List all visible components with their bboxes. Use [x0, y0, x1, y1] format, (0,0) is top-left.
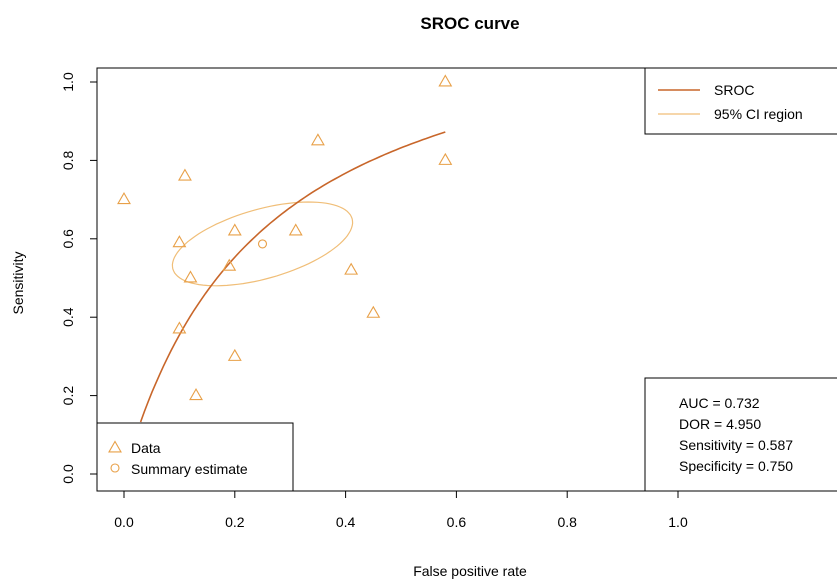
data-point [438, 152, 453, 165]
chart-title: SROC curve [420, 14, 519, 33]
y-tick-label: 0.2 [60, 386, 76, 406]
y-tick-label: 0.6 [60, 229, 76, 249]
legend-summary-circle-icon [110, 463, 120, 473]
stat-dor: DOR = 4.950 [679, 416, 761, 432]
y-tick-label: 0.4 [60, 307, 76, 327]
data-point [172, 235, 187, 248]
y-tick-label: 0.0 [60, 464, 76, 484]
stat-specificity: Specificity = 0.750 [679, 458, 793, 474]
data-point [344, 262, 359, 275]
data-point [222, 258, 237, 271]
y-tick-label: 1.0 [60, 72, 76, 92]
y-axis-label: Sensitivity [10, 251, 26, 314]
stats-box: AUC = 0.732 DOR = 4.950 Sensitivity = 0.… [644, 377, 837, 492]
data-point [227, 348, 242, 361]
data-point [438, 74, 453, 87]
summary-estimate [257, 239, 268, 249]
data-point [189, 388, 203, 401]
x-axis-label: False positive rate [413, 563, 527, 579]
legend-lines: SROC 95% CI region [644, 67, 837, 135]
stat-auc: AUC = 0.732 [679, 395, 760, 411]
x-axis: 0.0 0.2 0.4 0.6 0.8 1.0 [114, 490, 688, 530]
x-tick-label: 0.8 [557, 514, 577, 530]
stats-box-frame [644, 377, 837, 492]
data-points [117, 74, 453, 401]
y-tick-label: 0.8 [60, 150, 76, 170]
data-point [177, 168, 192, 181]
legend-points-box [96, 422, 294, 492]
x-tick-label: 0.2 [225, 514, 245, 530]
data-point [117, 192, 131, 205]
data-point [172, 321, 187, 334]
legend-points: Data Summary estimate [96, 422, 294, 492]
legend-data-triangle-icon [108, 440, 122, 453]
x-tick-label: 0.6 [447, 514, 467, 530]
ci-region-ellipse [171, 201, 354, 287]
data-point [183, 270, 198, 283]
x-tick-label: 0.4 [336, 514, 356, 530]
data-point [366, 305, 381, 318]
summary-point [257, 239, 268, 249]
x-tick-label: 0.0 [114, 514, 134, 530]
data-point [288, 223, 303, 236]
legend-summary-label: Summary estimate [131, 461, 248, 477]
data-point [310, 133, 325, 146]
data-point [227, 223, 242, 236]
legend-data-label: Data [131, 440, 161, 456]
legend-ci-label: 95% CI region [714, 106, 803, 122]
legend-lines-box [644, 67, 837, 135]
stat-sensitivity: Sensitivity = 0.587 [679, 437, 793, 453]
legend-sroc-label: SROC [714, 82, 754, 98]
y-axis: 0.0 0.2 0.4 0.6 0.8 1.0 [60, 72, 98, 484]
sroc-curve [139, 131, 446, 423]
x-tick-label: 1.0 [668, 514, 688, 530]
